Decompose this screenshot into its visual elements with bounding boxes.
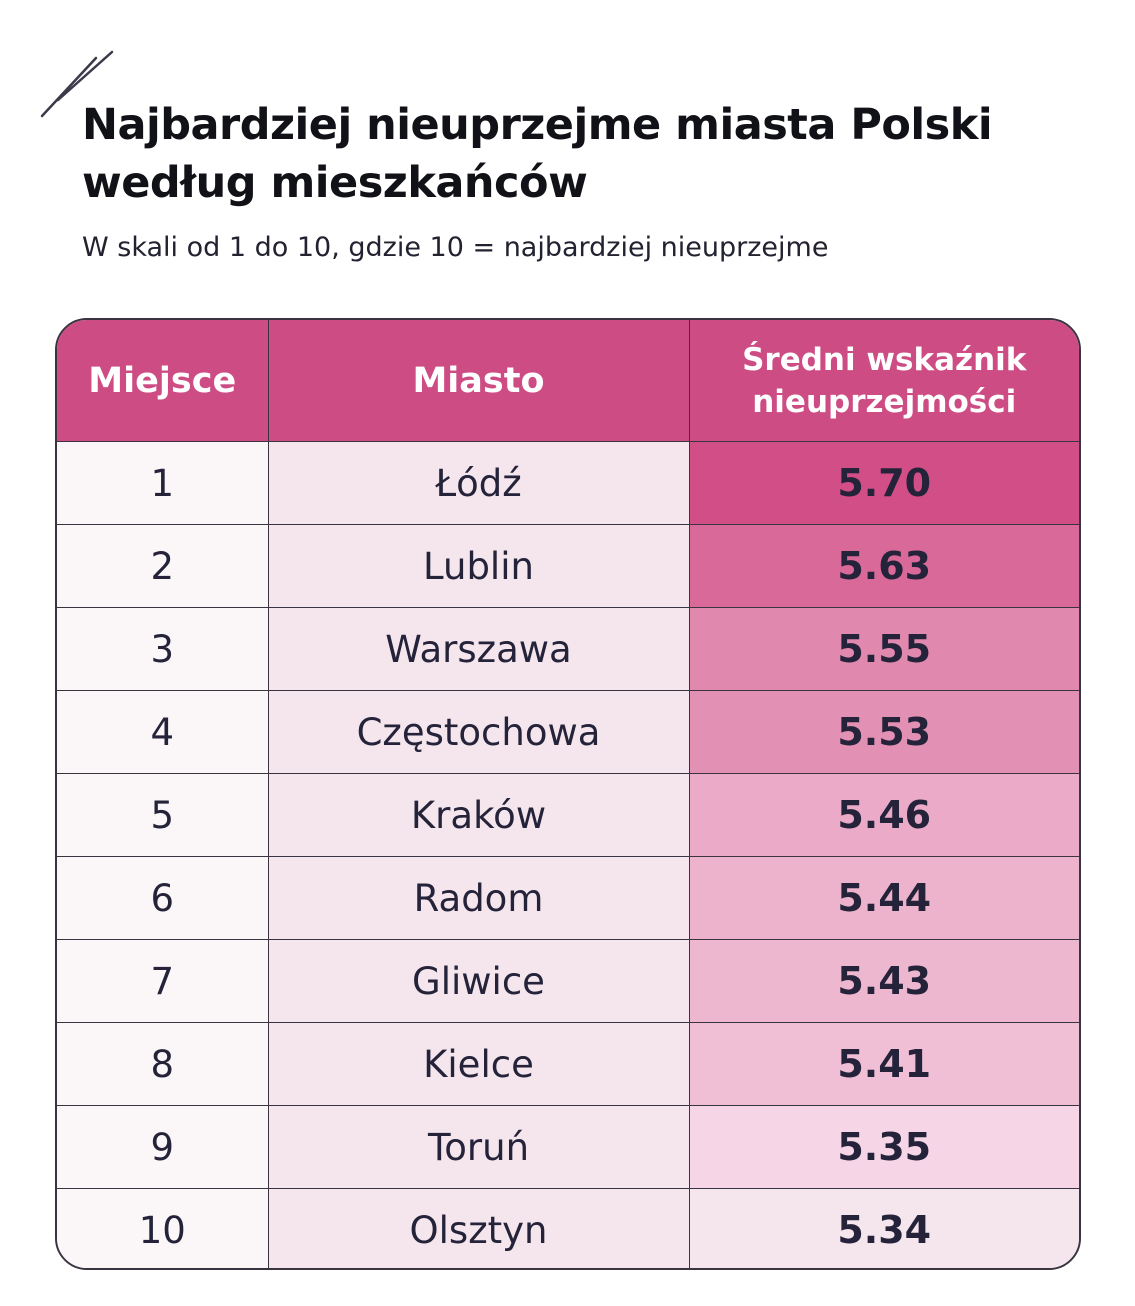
value-cell: 5.34 [689,1188,1079,1268]
value-cell: 5.35 [689,1105,1079,1189]
rank-cell: 4 [57,690,269,774]
table-header-row: Miejsce Miasto Średni wskaźnik nieuprzej… [57,320,1079,442]
rank-cell: 5 [57,773,269,857]
table-row: 8 Kielce 5.41 [57,1022,1079,1106]
city-cell: Warszawa [268,607,690,691]
column-header-value: Średni wskaźnik nieuprzejmości [689,320,1079,442]
rank-cell: 1 [57,441,269,525]
value-cell: 5.70 [689,441,1079,525]
value-cell: 5.44 [689,856,1079,940]
city-cell: Toruń [268,1105,690,1189]
page-title: Najbardziej nieuprzejme miasta Polski we… [82,96,993,212]
value-cell: 5.46 [689,773,1079,857]
rank-cell: 2 [57,524,269,608]
table-row: 7 Gliwice 5.43 [57,939,1079,1023]
rank-cell: 6 [57,856,269,940]
table-row: 2 Lublin 5.63 [57,524,1079,608]
table-row: 4 Częstochowa 5.53 [57,690,1079,774]
rank-cell: 10 [57,1188,269,1268]
rank-cell: 9 [57,1105,269,1189]
column-header-value-line-2: nieuprzejmości [752,383,1017,420]
city-cell: Kielce [268,1022,690,1106]
city-cell: Kraków [268,773,690,857]
rank-cell: 3 [57,607,269,691]
table-row: 3 Warszawa 5.55 [57,607,1079,691]
rank-cell: 7 [57,939,269,1023]
table-row: 6 Radom 5.44 [57,856,1079,940]
value-cell: 5.63 [689,524,1079,608]
column-header-rank: Miejsce [57,320,269,442]
value-cell: 5.53 [689,690,1079,774]
rank-cell: 8 [57,1022,269,1106]
city-cell: Olsztyn [268,1188,690,1268]
column-header-city: Miasto [268,320,690,442]
decorative-slash-lines-icon [40,50,114,118]
table-row: 9 Toruń 5.35 [57,1105,1079,1189]
title-line-1: Najbardziej nieuprzejme miasta Polski [82,100,993,150]
city-cell: Lublin [268,524,690,608]
city-cell: Łódź [268,441,690,525]
ranking-table-card: Miejsce Miasto Średni wskaźnik nieuprzej… [55,318,1081,1270]
value-cell: 5.43 [689,939,1079,1023]
value-cell: 5.41 [689,1022,1079,1106]
table-row: 1 Łódź 5.70 [57,441,1079,525]
table-row: 5 Kraków 5.46 [57,773,1079,857]
ranking-table: Miejsce Miasto Średni wskaźnik nieuprzej… [57,320,1079,1268]
city-cell: Radom [268,856,690,940]
page-subtitle: W skali od 1 do 10, gdzie 10 = najbardzi… [82,232,829,263]
value-cell: 5.55 [689,607,1079,691]
title-line-2: według mieszkańców [82,158,588,208]
city-cell: Częstochowa [268,690,690,774]
table-body: 1 Łódź 5.70 2 Lublin 5.63 3 Warszawa 5.55 4 Często… [57,441,1079,1268]
city-cell: Gliwice [268,939,690,1023]
table-row: 10 Olsztyn 5.34 [57,1188,1079,1268]
column-header-value-line-1: Średni wskaźnik [742,341,1027,378]
